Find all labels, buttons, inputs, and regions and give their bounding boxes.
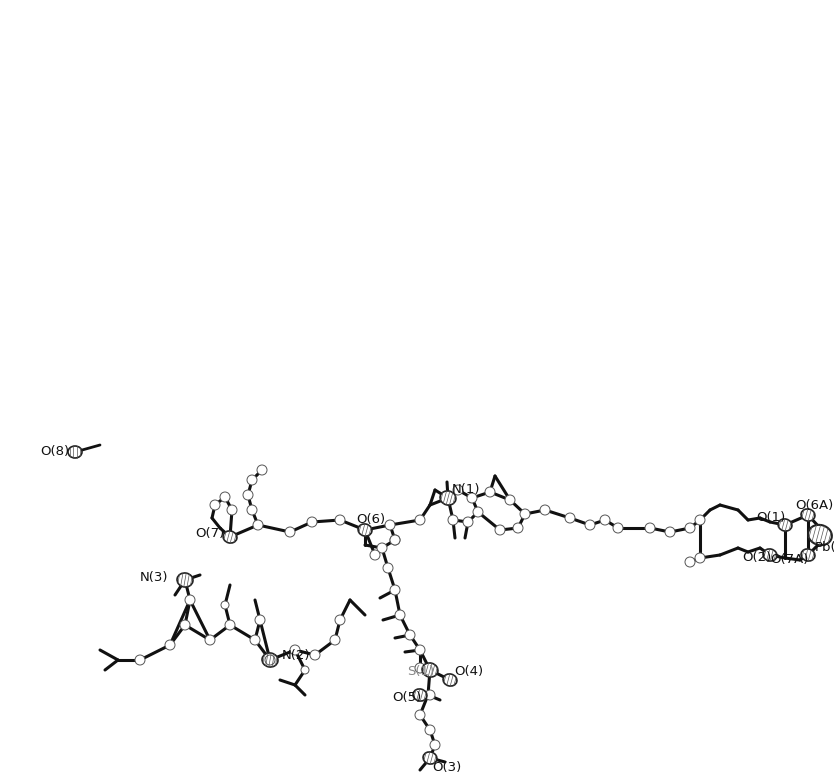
Ellipse shape [695,553,705,563]
Ellipse shape [255,615,265,625]
Ellipse shape [565,513,575,523]
Text: N(3): N(3) [140,571,168,584]
Ellipse shape [377,543,387,553]
Ellipse shape [440,491,456,505]
Ellipse shape [210,500,220,510]
Ellipse shape [808,525,831,545]
Ellipse shape [665,527,675,537]
Text: S(1): S(1) [407,665,435,679]
Ellipse shape [415,710,425,720]
Text: O(5): O(5) [392,692,421,705]
Text: O(4): O(4) [454,665,483,679]
Ellipse shape [430,740,440,750]
Ellipse shape [763,549,777,561]
Ellipse shape [221,601,229,609]
Ellipse shape [413,689,427,701]
Ellipse shape [247,475,257,485]
Ellipse shape [685,557,695,567]
Text: N(2): N(2) [282,648,310,662]
Ellipse shape [253,520,263,530]
Ellipse shape [185,595,195,605]
Ellipse shape [307,517,317,527]
Ellipse shape [243,490,253,500]
Ellipse shape [443,674,457,686]
Ellipse shape [585,520,595,530]
Ellipse shape [467,493,477,503]
Ellipse shape [180,620,190,630]
Text: O(8): O(8) [40,445,69,459]
Ellipse shape [613,523,623,533]
Ellipse shape [285,527,295,537]
Ellipse shape [395,610,405,620]
Ellipse shape [135,655,145,665]
Text: O(3): O(3) [432,761,461,772]
Ellipse shape [68,446,82,458]
Ellipse shape [390,535,400,545]
Ellipse shape [405,630,415,640]
Ellipse shape [227,505,237,515]
Text: Pb(1): Pb(1) [815,541,834,554]
Ellipse shape [223,531,237,543]
Text: O(2): O(2) [742,551,771,564]
Ellipse shape [801,549,815,561]
Ellipse shape [310,650,320,660]
Ellipse shape [448,515,458,525]
Ellipse shape [247,505,257,515]
Text: O(1): O(1) [756,512,786,524]
Ellipse shape [265,655,275,665]
Ellipse shape [801,509,815,521]
Ellipse shape [358,524,372,536]
Ellipse shape [225,620,235,630]
Ellipse shape [415,515,425,525]
Ellipse shape [540,505,550,515]
Text: O(6A): O(6A) [795,499,833,513]
Ellipse shape [330,635,340,645]
Ellipse shape [778,519,792,531]
Ellipse shape [390,535,400,545]
Text: O(7): O(7) [195,527,224,540]
Ellipse shape [685,523,695,533]
Ellipse shape [165,640,175,650]
Ellipse shape [423,752,437,764]
Text: O(6): O(6) [356,513,385,527]
Ellipse shape [422,663,438,677]
Ellipse shape [335,615,345,625]
Ellipse shape [415,645,425,655]
Ellipse shape [383,563,393,573]
Ellipse shape [695,515,705,525]
Text: O(7A): O(7A) [770,554,808,567]
Ellipse shape [257,465,267,475]
Ellipse shape [301,666,309,674]
Ellipse shape [205,635,215,645]
Ellipse shape [370,550,380,560]
Ellipse shape [220,492,230,502]
Ellipse shape [262,653,278,667]
Ellipse shape [520,509,530,519]
Ellipse shape [453,485,463,495]
Ellipse shape [485,487,495,497]
Ellipse shape [505,495,515,505]
Ellipse shape [335,515,345,525]
Ellipse shape [600,515,610,525]
Ellipse shape [463,517,473,527]
Ellipse shape [645,523,655,533]
Ellipse shape [415,663,425,673]
Ellipse shape [290,645,300,655]
Ellipse shape [385,520,395,530]
Ellipse shape [425,690,435,700]
Ellipse shape [390,585,400,595]
Ellipse shape [177,573,193,587]
Text: N(1): N(1) [452,483,480,496]
Ellipse shape [495,525,505,535]
Ellipse shape [250,635,260,645]
Ellipse shape [425,725,435,735]
Ellipse shape [513,523,523,533]
Ellipse shape [473,507,483,517]
